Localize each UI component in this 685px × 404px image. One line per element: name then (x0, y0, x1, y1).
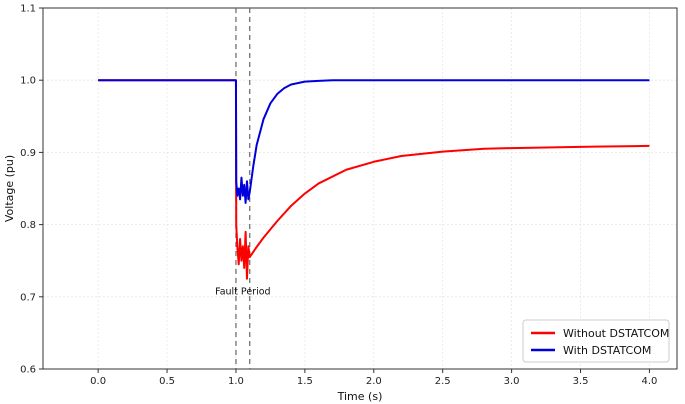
x-tick-label: 3.5 (573, 376, 589, 387)
series-line-with-dstatcom (98, 79, 650, 204)
x-tick-label: 4.0 (641, 376, 657, 387)
tick-labels: 0.0 0.5 1.0 1.5 2.0 2.5 3.0 3.5 4.0 0.6 0.7 0.8 0.9 1… (20, 4, 657, 388)
x-tick-label: 0.0 (90, 376, 106, 387)
x-tick-label: 1.0 (228, 376, 244, 387)
y-tick-label: 0.9 (20, 148, 36, 159)
grid (43, 7, 677, 370)
series-line-without-dstatcom (98, 79, 650, 280)
legend-label-without-dstatcom: Without DSTATCOM (563, 327, 669, 340)
fault-period-annotation: Fault Period (215, 287, 270, 298)
x-tick-label: 2.5 (435, 376, 451, 387)
legend: Without DSTATCOM With DSTATCOM (522, 319, 670, 363)
y-tick-label: 0.6 (20, 365, 36, 376)
x-tick-label: 2.0 (366, 376, 382, 387)
legend-label-with-dstatcom: With DSTATCOM (563, 344, 651, 357)
y-tick-label: 1.0 (20, 76, 36, 87)
y-tick-label: 1.1 (20, 4, 36, 15)
plot-frame (42, 7, 678, 370)
y-axis-label: Voltage (pu) (3, 155, 16, 222)
x-tick-label: 3.0 (504, 376, 520, 387)
legend-box (522, 319, 670, 363)
axes (39, 7, 678, 373)
y-tick-label: 0.8 (20, 220, 36, 231)
y-tick-label: 0.7 (20, 292, 36, 303)
x-tick-label: 1.5 (297, 376, 313, 387)
x-axis-label: Time (s) (337, 390, 383, 403)
series-lines (98, 79, 650, 280)
x-tick-label: 0.5 (159, 376, 175, 387)
